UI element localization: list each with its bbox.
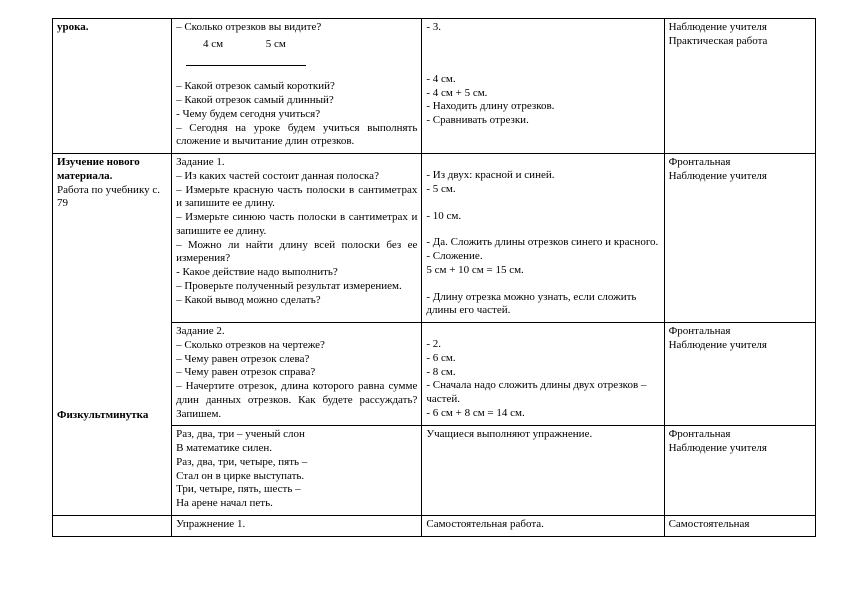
teacher-cell: Упражнение 1. [172,515,422,536]
answer: - 10 см. [426,210,659,224]
teacher-cell: Раз, два, три – ученый слон В математике… [172,426,422,516]
answer: - 5 см. [426,183,659,197]
question: – Можно ли найти длину всей полоски без … [176,239,417,267]
student-cell: - Из двух: красной и синей. - 5 см. - 10… [422,154,664,323]
question: – Какой отрезок самый длинный? [176,94,417,108]
answer: - Да. Сложить длины отрезков синего и кр… [426,236,659,250]
fizk-label: Физкультминутка [57,409,167,423]
stage-note: Работа по учебнику с. 79 [57,184,167,212]
answer: - Сначала надо сложить длины двух отрезк… [426,379,659,407]
question: – Измерьте синюю часть полоски в сантиме… [176,211,417,239]
answer: - 6 см. [426,352,659,366]
stage-cell: Изучение нового материала. Работа по уче… [53,154,172,516]
method-cell: Фронтальная Наблюдение учителя [664,426,815,516]
stage-cell [53,515,172,536]
method: Практическая работа [669,35,811,49]
question: – Из каких частей состоит данная полоска… [176,170,417,184]
method: Фронтальная [669,325,811,339]
answer: - 4 см + 5 см. [426,87,659,101]
method: Самостоятельная [669,518,750,530]
question: – Проверьте полученный результат измерен… [176,280,417,294]
page: урока. – Сколько отрезков вы видите? 4 с… [0,0,842,595]
method: Фронтальная [669,156,811,170]
method-cell: Фронтальная Наблюдение учителя [664,323,815,426]
segments-diagram: 4 см 5 см [186,39,417,67]
task-title: Упражнение 1. [176,518,245,530]
teacher-cell: Задание 1. – Из каких частей состоит дан… [172,154,422,323]
task-title: Задание 1. [176,156,417,170]
method: Наблюдение учителя [669,170,811,184]
poem-line: Стал он в цирке выступать. [176,470,417,484]
poem-line: На арене начал петь. [176,497,417,511]
teacher-cell: Задание 2. – Сколько отрезков на чертеже… [172,323,422,426]
stage-label: урока. [57,21,89,33]
method-cell: Самостоятельная [664,515,815,536]
stage-label: Изучение нового материала. [57,156,167,184]
segment-b [240,53,306,66]
answer: - Длину отрезка можно узнать, если сложи… [426,291,659,319]
poem-line: Три, четыре, пять, шесть – [176,483,417,497]
method: Наблюдение учителя [669,339,811,353]
question: – Измерьте красную часть полоски в санти… [176,184,417,212]
answer: - 3. [426,21,659,35]
table-row: Изучение нового материала. Работа по уче… [53,154,816,323]
answer: Самостоятельная работа. [426,518,544,530]
question: – Чему равен отрезок справа? [176,366,417,380]
poem-line: В математике силен. [176,442,417,456]
question: – Чему равен отрезок слева? [176,353,417,367]
method-cell: Фронтальная Наблюдение учителя [664,154,815,323]
teacher-cell: – Сколько отрезков вы видите? 4 см 5 см … [172,19,422,154]
question: - Чему будем сегодня учиться? [176,108,417,122]
answer: - 2. [426,338,659,352]
poem-line: Раз, два, три, четыре, пять – [176,456,417,470]
segment-label-b: 5 см [243,38,309,52]
answer: - 4 см. [426,73,659,87]
answer: - 6 см + 8 см = 14 см. [426,407,659,421]
poem-line: Раз, два, три – ученый слон [176,428,417,442]
table-row: Упражнение 1. Самостоятельная работа. Са… [53,515,816,536]
method: Наблюдение учителя [669,442,811,456]
answer: - Сравнивать отрезки. [426,114,659,128]
question: – Сколько отрезков вы видите? [176,21,417,35]
answer: - 8 см. [426,366,659,380]
question: – Какой отрезок самый короткий? [176,80,417,94]
answer: - Сложение. [426,250,659,264]
answer: - Находить длину отрезков. [426,100,659,114]
student-cell: - 2. - 6 см. - 8 см. - Сначала надо слож… [422,323,664,426]
method: Фронтальная [669,428,811,442]
question: – Сегодня на уроке будем учиться выполня… [176,122,417,150]
lesson-table: урока. – Сколько отрезков вы видите? 4 с… [52,18,816,537]
question: – Сколько отрезков на чертеже? [176,339,417,353]
answer: Учащиеся выполняют упражнение. [426,428,659,442]
question: – Какой вывод можно сделать? [176,294,417,308]
method: Наблюдение учителя [669,21,811,35]
student-cell: Учащиеся выполняют упражнение. [422,426,664,516]
student-cell: - 3. - 4 см. - 4 см + 5 см. - Находить д… [422,19,664,154]
stage-cell: урока. [53,19,172,154]
segment-a [186,53,240,66]
segment-label-a: 4 см [186,38,240,52]
question: – Начертите отрезок, длина которого равн… [176,380,417,421]
question: - Какое действие надо выполнить? [176,266,417,280]
method-cell: Наблюдение учителя Практическая работа [664,19,815,154]
answer: 5 см + 10 см = 15 см. [426,264,659,278]
answer: - Из двух: красной и синей. [426,169,659,183]
table-row: урока. – Сколько отрезков вы видите? 4 с… [53,19,816,154]
task-title: Задание 2. [176,325,417,339]
student-cell: Самостоятельная работа. [422,515,664,536]
